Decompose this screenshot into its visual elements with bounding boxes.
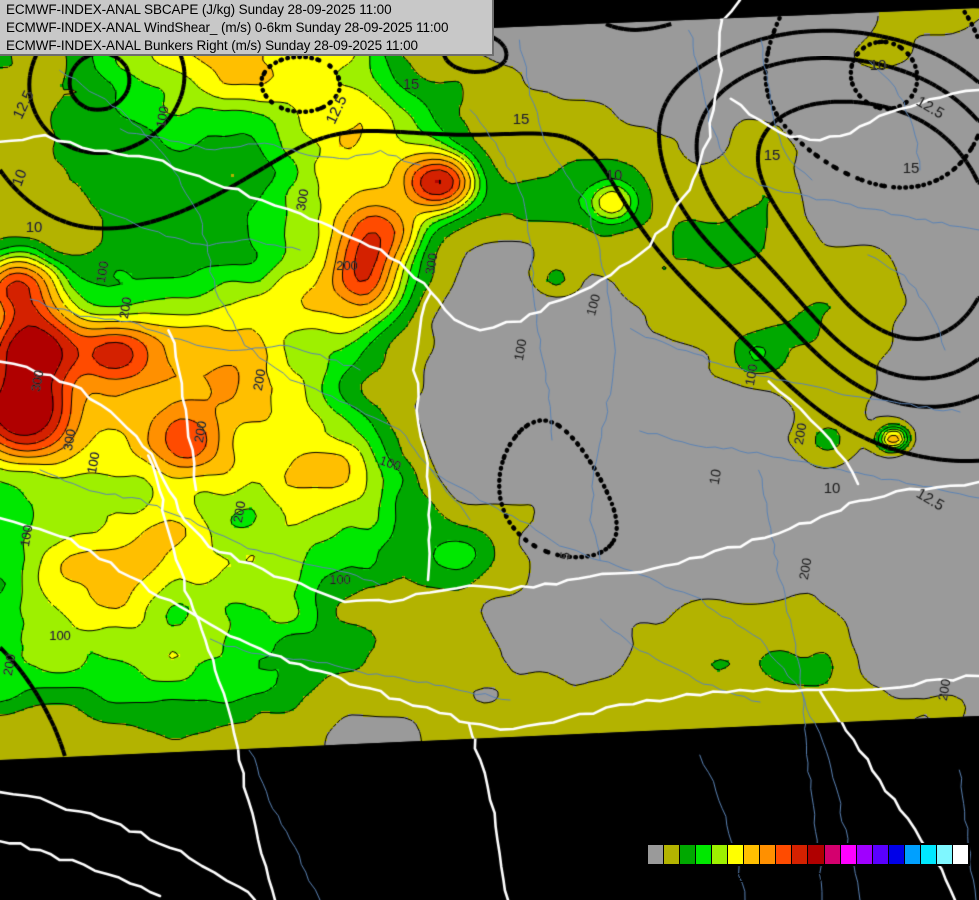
cape-colorbar-legend: ECMWF-INDEX-ANAL CAPE J/kg 100 300 500 700 9… [506,840,974,896]
legend-swatch-17 [920,845,937,864]
legend-swatch-18 [936,845,953,864]
legend-tick-5000 [808,866,809,871]
legend-caption-line-units: J/kg [618,875,641,889]
legend-swatch-2 [680,845,697,864]
legend-swatch-8 [776,845,793,864]
legend-tick-1750 [759,866,761,871]
legend-swatch-14 [872,845,889,864]
legend-caption-line-param: CAPE [606,859,641,874]
legend-tick-3000 [791,866,793,871]
legend-label-300: 300 [667,870,690,885]
legend-color-bar [646,843,970,866]
map-title-box: ECMWF-INDEX-ANAL SBCAPE (J/kg) Sunday 28… [0,0,494,56]
title-line-sbcape: ECMWF-INDEX-ANAL SBCAPE (J/kg) Sunday 28… [6,2,392,17]
legend-caption-line-model: ECMWF-INDEX-ANAL [514,844,641,858]
legend-swatch-3 [696,845,713,864]
legend-tick-100 [662,866,664,871]
legend-swatch-4 [712,845,729,864]
legend-label-1750: 1750 [744,870,774,885]
legend-tick-300 [678,866,680,871]
legend-tick-700 [710,866,712,871]
title-line-windshear: ECMWF-INDEX-ANAL WindShear_ (m/s) 0-6km … [6,20,449,35]
legend-swatch-13 [856,845,873,864]
legend-label-5000: 5000 [793,870,823,885]
legend-swatch-15 [888,845,905,864]
legend-label-3000: 3000 [777,870,807,885]
legend-label-1250: 1250 [728,870,758,885]
legend-tick-labels: 100 300 500 700 900 1250 1750 2250 3000 5000 [646,870,970,888]
legend-tick-1250 [743,866,745,871]
legend-swatch-6 [744,845,761,864]
legend-caption: ECMWF-INDEX-ANAL CAPE J/kg [506,844,641,891]
title-line-bunkers-right: ECMWF-INDEX-ANAL Bunkers Right (m/s) Sun… [6,38,418,53]
legend-tick-marks [646,866,970,872]
legend-swatch-1 [664,845,681,864]
legend-label-700: 700 [699,870,722,885]
legend-swatch-7 [760,845,777,864]
legend-label-500: 500 [683,870,706,885]
legend-label-900: 900 [716,870,738,885]
legend-label-2250: 2250 [761,870,791,885]
legend-swatch-0 [648,845,665,864]
legend-swatch-9 [792,845,809,864]
legend-swatch-5 [728,845,745,864]
legend-swatch-11 [824,845,841,864]
legend-tick-500 [694,866,696,871]
legend-swatch-12 [840,845,857,864]
legend-swatch-10 [808,845,825,864]
legend-tick-900 [727,866,728,871]
legend-swatch-16 [904,845,921,864]
legend-label-100: 100 [651,870,674,885]
legend-tick-2250 [775,866,777,871]
legend-swatch-19 [952,845,968,864]
